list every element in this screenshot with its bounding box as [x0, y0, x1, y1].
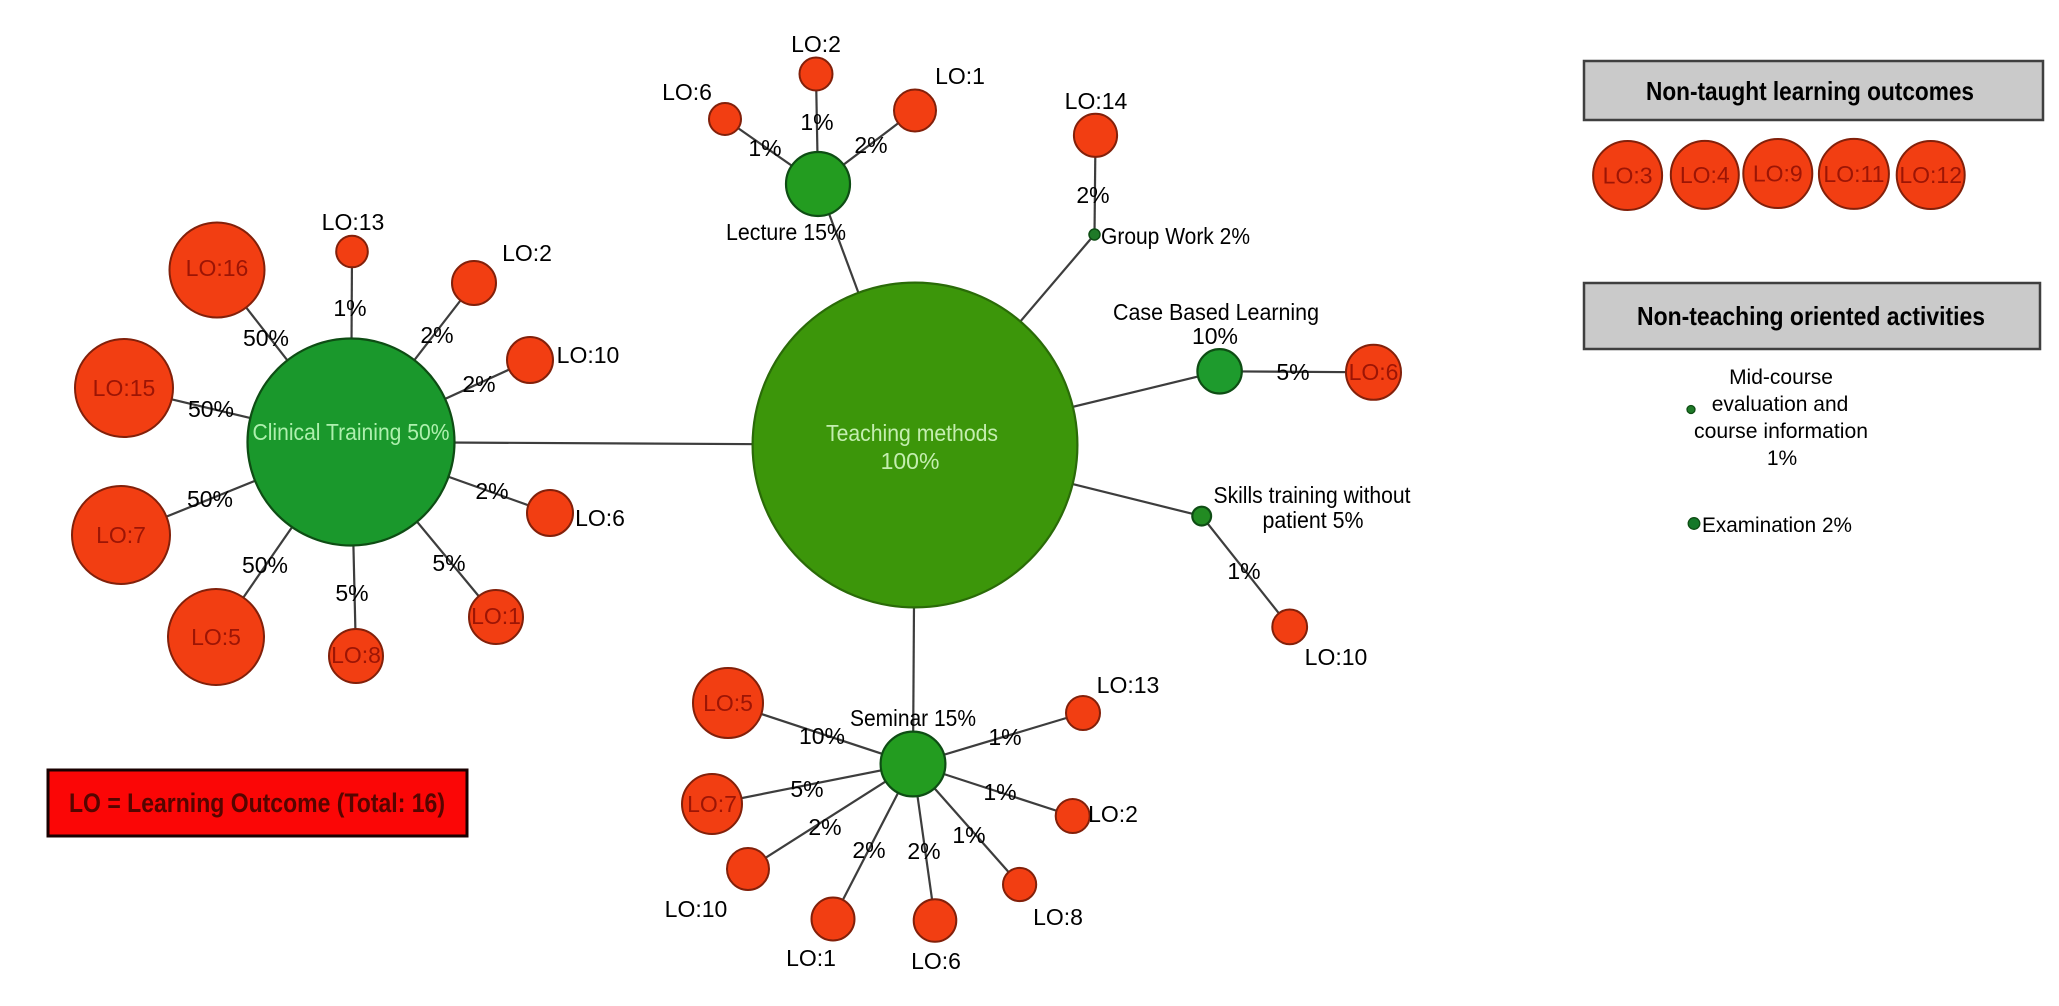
svg-text:10%: 10% [1192, 323, 1238, 349]
svg-text:2%: 2% [1076, 182, 1109, 208]
svg-text:LO:6: LO:6 [575, 505, 625, 531]
svg-text:1%: 1% [952, 822, 985, 848]
svg-text:50%: 50% [242, 552, 288, 578]
svg-text:50%: 50% [243, 325, 289, 351]
svg-text:50%: 50% [187, 486, 233, 512]
svg-text:5%: 5% [432, 550, 465, 576]
svg-text:LO:12: LO:12 [1899, 162, 1962, 188]
svg-text:LO:7: LO:7 [687, 791, 737, 817]
svg-text:LO:1: LO:1 [786, 945, 836, 971]
svg-text:Non-taught learning outcomes: Non-taught learning outcomes [1646, 76, 1974, 106]
svg-text:LO:10: LO:10 [665, 896, 728, 922]
svg-text:Clinical Training 50%: Clinical Training 50% [253, 419, 450, 445]
svg-text:LO:6: LO:6 [1349, 359, 1399, 385]
svg-text:Examination 2%: Examination 2% [1702, 514, 1852, 537]
svg-text:LO = Learning Outcome (Total:: LO = Learning Outcome (Total: 16) [69, 788, 445, 818]
svg-text:2%: 2% [808, 814, 841, 840]
svg-text:1%: 1% [333, 295, 366, 321]
svg-text:patient 5%: patient 5% [1263, 507, 1364, 533]
svg-text:1%: 1% [1227, 558, 1260, 584]
svg-text:1%: 1% [983, 779, 1016, 805]
svg-text:LO:2: LO:2 [791, 31, 841, 57]
svg-text:LO:7: LO:7 [96, 522, 146, 548]
svg-text:2%: 2% [462, 371, 495, 397]
svg-text:5%: 5% [790, 776, 823, 802]
svg-text:LO:9: LO:9 [1753, 161, 1803, 187]
svg-text:1%: 1% [1767, 447, 1797, 470]
svg-text:Group Work 2%: Group Work 2% [1101, 223, 1250, 249]
svg-text:LO:14: LO:14 [1065, 88, 1128, 114]
svg-text:evaluation and: evaluation and [1712, 393, 1849, 416]
svg-text:2%: 2% [854, 132, 887, 158]
svg-text:Teaching methods: Teaching methods [826, 420, 998, 446]
svg-text:LO:13: LO:13 [1097, 672, 1160, 698]
svg-text:LO:8: LO:8 [331, 642, 381, 668]
svg-text:2%: 2% [852, 837, 885, 863]
svg-text:LO:1: LO:1 [935, 63, 985, 89]
svg-text:LO:13: LO:13 [322, 209, 385, 235]
svg-text:Non-teaching oriented activiti: Non-teaching oriented activities [1637, 301, 1985, 331]
svg-text:LO:10: LO:10 [557, 342, 620, 368]
svg-text:LO:8: LO:8 [1033, 904, 1083, 930]
svg-text:LO:6: LO:6 [911, 948, 961, 974]
svg-text:1%: 1% [748, 135, 781, 161]
svg-text:1%: 1% [988, 724, 1021, 750]
svg-text:LO:5: LO:5 [703, 690, 753, 716]
svg-text:LO:10: LO:10 [1305, 644, 1368, 670]
svg-text:Mid-course: Mid-course [1729, 366, 1833, 389]
svg-text:50%: 50% [188, 396, 234, 422]
svg-text:1%: 1% [800, 109, 833, 135]
svg-text:Skills training without: Skills training without [1214, 482, 1412, 508]
svg-text:LO:16: LO:16 [186, 255, 249, 281]
svg-text:2%: 2% [420, 322, 453, 348]
svg-text:Lecture 15%: Lecture 15% [726, 219, 846, 245]
svg-text:100%: 100% [881, 448, 940, 474]
svg-text:10%: 10% [799, 723, 845, 749]
svg-text:LO:2: LO:2 [502, 240, 552, 266]
svg-text:LO:1: LO:1 [471, 603, 521, 629]
svg-text:5%: 5% [335, 580, 368, 606]
svg-text:LO:15: LO:15 [93, 375, 156, 401]
svg-text:LO:3: LO:3 [1603, 163, 1653, 189]
svg-text:LO:5: LO:5 [191, 624, 241, 650]
svg-text:course information: course information [1694, 420, 1868, 443]
svg-text:2%: 2% [907, 838, 940, 864]
svg-text:LO:4: LO:4 [1680, 162, 1730, 188]
svg-text:Case Based Learning: Case Based Learning [1113, 299, 1319, 325]
svg-text:2%: 2% [475, 478, 508, 504]
svg-text:LO:2: LO:2 [1088, 801, 1138, 827]
svg-text:Seminar 15%: Seminar 15% [850, 705, 976, 731]
svg-text:LO:11: LO:11 [1823, 161, 1884, 187]
svg-text:5%: 5% [1276, 359, 1309, 385]
svg-text:LO:6: LO:6 [662, 79, 712, 105]
